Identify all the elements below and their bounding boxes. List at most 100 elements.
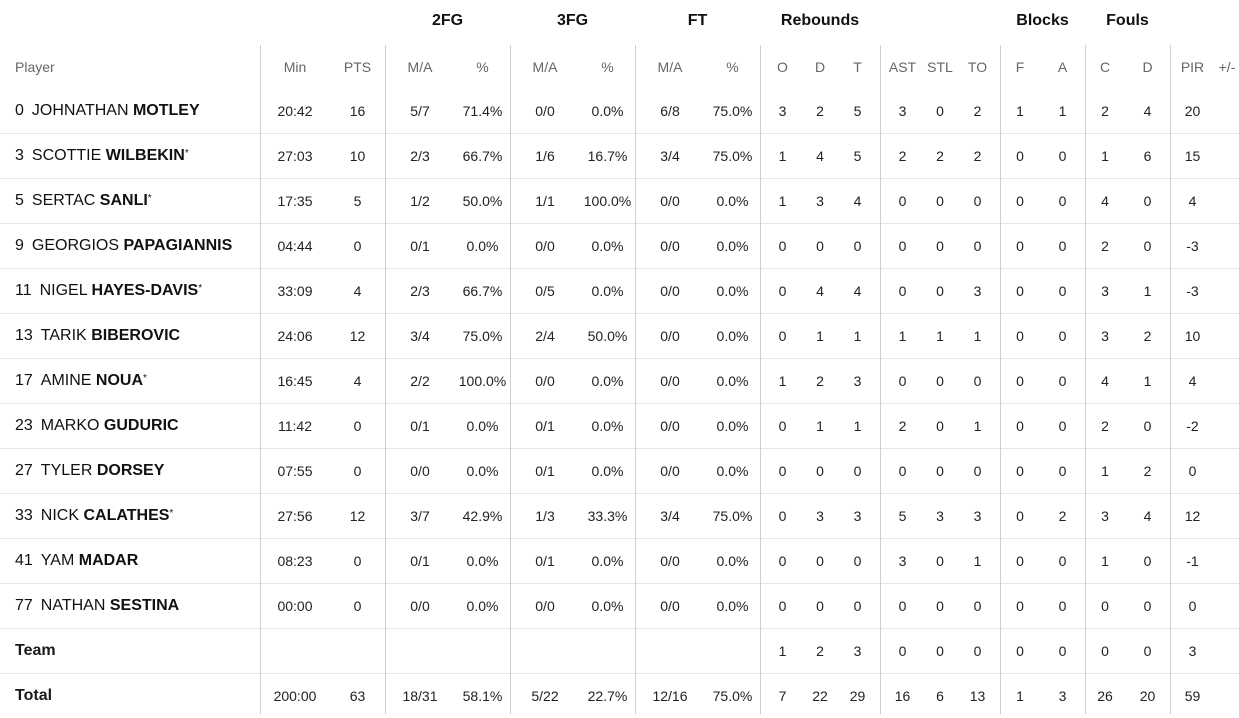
column-header[interactable]: PIR — [1170, 45, 1215, 89]
stat-fg2: 2/2 — [385, 359, 455, 404]
stat-min: 24:06 — [260, 314, 330, 359]
column-header[interactable]: PTS — [330, 45, 385, 89]
column-divider — [880, 45, 881, 714]
column-header[interactable]: M/A — [510, 45, 580, 89]
column-header[interactable]: % — [455, 45, 510, 89]
stat-to: 0 — [955, 449, 1000, 494]
column-header[interactable]: % — [580, 45, 635, 89]
stat-fg2 — [385, 629, 455, 674]
stat-min: 16:45 — [260, 359, 330, 404]
stat-d: 0 — [805, 584, 835, 629]
stat-to: 2 — [955, 134, 1000, 179]
column-header[interactable]: Min — [260, 45, 330, 89]
stat-ftp: 0.0% — [705, 404, 760, 449]
stat-ftp — [705, 629, 760, 674]
stat-pts: 10 — [330, 134, 385, 179]
stat-pm — [1215, 224, 1239, 269]
stat-fg3p: 16.7% — [580, 134, 635, 179]
column-header[interactable]: O — [760, 45, 805, 89]
player-number: 11 — [15, 282, 32, 299]
stat-fc: 1 — [1085, 134, 1125, 179]
stat-fc: 3 — [1085, 314, 1125, 359]
player-last-name: MADAR — [79, 552, 139, 569]
stat-stl: 0 — [925, 89, 955, 134]
stat-stl: 3 — [925, 494, 955, 539]
stat-pm — [1215, 494, 1239, 539]
stat-ftp: 0.0% — [705, 584, 760, 629]
stat-fc: 0 — [1085, 584, 1125, 629]
column-header[interactable]: M/A — [385, 45, 455, 89]
stat-pts: 4 — [330, 359, 385, 404]
player-number: 9 — [15, 237, 24, 254]
stat-o: 0 — [760, 224, 805, 269]
column-header[interactable]: % — [705, 45, 760, 89]
column-header[interactable]: D — [805, 45, 835, 89]
stat-fg3 — [510, 629, 580, 674]
stat-ft: 6/8 — [635, 89, 705, 134]
column-header[interactable]: D — [1125, 45, 1170, 89]
stat-pm — [1215, 584, 1239, 629]
player-first-name: TARIK — [41, 327, 87, 344]
stat-to: 1 — [955, 404, 1000, 449]
column-divider — [1170, 45, 1171, 714]
stat-o: 1 — [760, 179, 805, 224]
stat-to: 1 — [955, 539, 1000, 584]
stat-pir: 10 — [1170, 314, 1215, 359]
stat-pm — [1215, 404, 1239, 449]
column-header[interactable]: STL — [925, 45, 955, 89]
stat-pts: 12 — [330, 314, 385, 359]
column-header[interactable]: +/- — [1215, 45, 1239, 89]
stat-ft: 0/0 — [635, 314, 705, 359]
stat-bf: 0 — [1000, 224, 1040, 269]
stat-ftp: 0.0% — [705, 539, 760, 584]
column-header[interactable]: C — [1085, 45, 1125, 89]
column-header[interactable]: F — [1000, 45, 1040, 89]
column-header[interactable]: M/A — [635, 45, 705, 89]
stat-fg3p: 0.0% — [580, 404, 635, 449]
stat-ft: 0/0 — [635, 179, 705, 224]
player-last-name: DORSEY — [97, 462, 165, 479]
player-number: 0 — [15, 102, 24, 119]
stat-pm — [1215, 359, 1239, 404]
stat-fg2p: 50.0% — [455, 179, 510, 224]
stat-bf: 0 — [1000, 629, 1040, 674]
stat-ft: 3/4 — [635, 494, 705, 539]
column-header[interactable]: TO — [955, 45, 1000, 89]
stat-ftp: 75.0% — [705, 89, 760, 134]
column-header-player[interactable]: Player — [0, 45, 260, 89]
player-number: 23 — [15, 417, 33, 434]
stat-ft: 12/16 — [635, 674, 705, 718]
column-header[interactable]: AST — [880, 45, 925, 89]
stat-min: 17:35 — [260, 179, 330, 224]
column-header[interactable]: T — [835, 45, 880, 89]
stat-to: 0 — [955, 179, 1000, 224]
stat-stl: 0 — [925, 269, 955, 314]
column-header[interactable]: A — [1040, 45, 1085, 89]
